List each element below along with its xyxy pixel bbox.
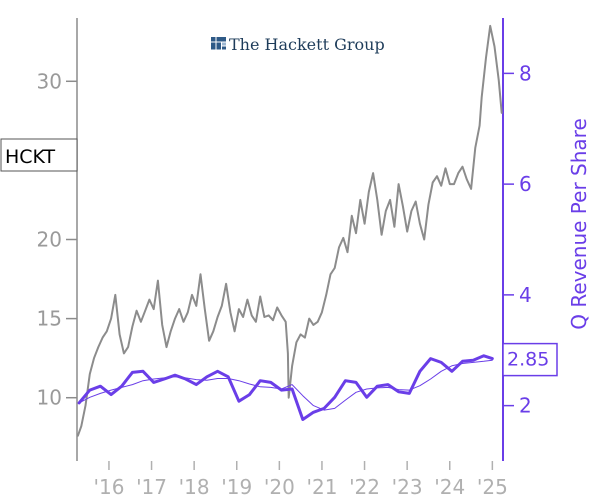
brand-name: The Hackett Group [229,35,385,54]
x-tick-label: '19 [221,475,252,499]
x-tick-label: '23 [392,475,423,499]
x-tick-label: '18 [179,475,210,499]
left-tick-label: 30 [37,69,62,93]
series-layer [76,24,503,437]
price-line [76,24,503,437]
right-axis-title: Q Revenue Per Share [567,118,591,330]
revenue-line [77,354,494,421]
right-tick-label: 8 [519,61,532,85]
last-value-callout: 2.85 [502,342,558,377]
ticker-label: HCKT [0,138,78,172]
right-tick-label: 2 [519,394,532,418]
left-tick-label: 20 [37,228,62,252]
left-tick-label: 10 [37,386,62,410]
x-tick-label: '16 [93,475,124,499]
ticker-text: HCKT [5,146,56,168]
right-tick-label: 4 [519,283,532,307]
brand-icon [211,37,226,50]
right-tick-label: 6 [519,172,532,196]
x-tick-label: '25 [477,475,508,499]
x-tick-label: '22 [349,475,380,499]
x-tick-label: '17 [136,475,167,499]
ticker-box [0,138,78,172]
left-axis-ticks: 10 15 20 30 [37,69,77,410]
x-tick-label: '20 [264,475,295,499]
last-value-box [502,342,558,377]
x-tick-label: '24 [434,475,465,499]
revenue-trend-line [78,359,493,411]
brand-logo: The Hackett Group [211,35,385,54]
left-tick-label: 15 [37,307,62,331]
right-axis-ticks: 2 4 6 8 [503,61,532,418]
last-value-text: 2.85 [507,349,549,371]
x-tick-label: '21 [306,475,337,499]
x-axis-ticks: '16 '17 '18 '19 '20 '21 '22 '23 '24 '25 [93,461,508,499]
